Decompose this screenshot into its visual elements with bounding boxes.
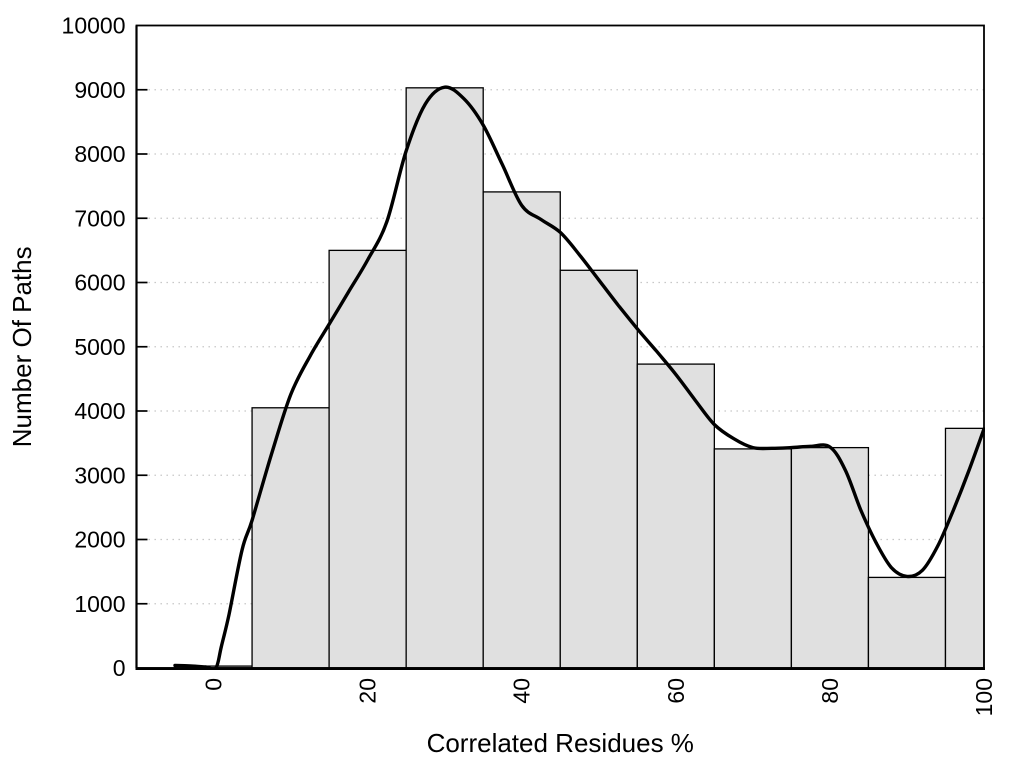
y-tick-label: 3000 (74, 462, 125, 488)
y-tick-label: 10000 (62, 13, 126, 39)
histogram-bar (867, 576, 947, 669)
histogram-bar (405, 87, 484, 669)
histogram-bar (944, 427, 985, 669)
x-tick-label: 20 (355, 678, 381, 704)
density-curve (173, 85, 985, 670)
x-tick-label: 100 (971, 678, 997, 716)
x-tick-label: 60 (663, 678, 689, 704)
x-tick-label: 40 (509, 678, 535, 704)
x-axis-title: Correlated Residues % (427, 728, 694, 758)
histogram-bar (636, 363, 715, 669)
y-tick-label: 4000 (74, 398, 125, 424)
histogram-bar (251, 407, 330, 669)
y-tick-label: 6000 (74, 270, 125, 296)
histogram-bar (482, 191, 561, 669)
y-tick-label: 1000 (74, 591, 125, 617)
y-tick-label: 9000 (74, 77, 125, 103)
y-tick-label: 2000 (74, 527, 125, 553)
y-tick-label: 8000 (74, 141, 125, 167)
histogram-bar (713, 448, 793, 669)
x-tick-label: 80 (817, 678, 843, 704)
y-tick-label: 0 (113, 655, 126, 681)
x-tick-label: 0 (201, 678, 227, 691)
y-tick-label: 5000 (74, 334, 125, 360)
histogram-bar (328, 249, 407, 669)
histogram-bar (790, 446, 870, 669)
y-axis-title: Number Of Paths (7, 246, 37, 447)
y-tick-label: 7000 (74, 205, 125, 231)
histogram-bar (559, 269, 638, 669)
